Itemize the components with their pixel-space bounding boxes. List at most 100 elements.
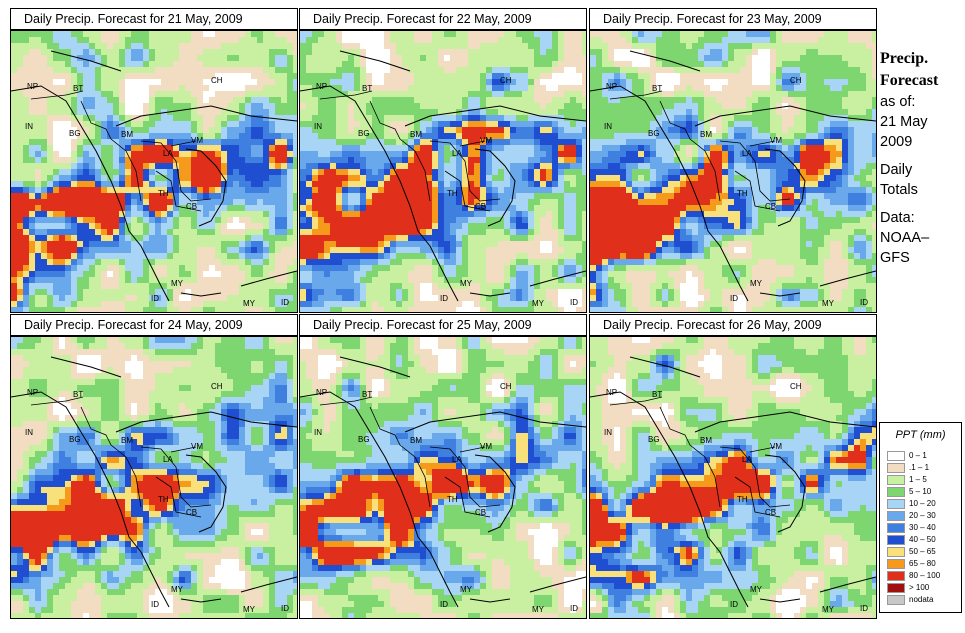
country-label: VM (480, 136, 492, 145)
asof-label: as of: (880, 94, 916, 110)
country-label: CB (186, 202, 197, 211)
coastline (11, 356, 297, 608)
country-label: CH (211, 382, 223, 391)
legend-swatch (887, 571, 905, 581)
country-label: CB (186, 508, 197, 517)
forecast-panel-5: Daily Precip. Forecast for 25 May, 2009 … (299, 314, 587, 619)
forecast-panel-2: Daily Precip. Forecast for 22 May, 2009 … (299, 8, 587, 313)
country-label: IN (25, 428, 33, 437)
country-label: IN (314, 428, 322, 437)
country-label: BG (648, 129, 660, 138)
country-label: MY (460, 279, 473, 288)
country-label: ID (730, 294, 738, 303)
legend-item: 1 – 5 (887, 475, 959, 486)
forecast-panel-4: Daily Precip. Forecast for 24 May, 2009 … (10, 314, 298, 619)
asof-date: 21 May (880, 114, 928, 130)
country-label: VM (770, 442, 782, 451)
coastline (300, 356, 586, 608)
country-label: MY (243, 605, 256, 614)
panel-title: Daily Precip. Forecast for 24 May, 2009 (10, 314, 298, 336)
precip-map: NP BT IN BG BM CH VM LA TH CB MY ID MY ID (299, 30, 587, 313)
country-label: NP (27, 82, 38, 91)
coastline (590, 50, 876, 302)
precip-field: NP BT IN BG BM CH VM LA TH CB MY ID MY ID (11, 31, 297, 312)
country-label: BT (73, 84, 83, 93)
legend-label: 1 – 5 (909, 475, 927, 484)
country-label: ID (440, 600, 448, 609)
country-label: TH (737, 495, 748, 504)
country-label: CB (765, 508, 776, 517)
legend-label: 5 – 10 (909, 487, 932, 496)
legend-label: 10 – 20 (909, 499, 936, 508)
country-label: ID (570, 604, 578, 613)
data-label: Data: (880, 210, 915, 226)
legend-swatch (887, 583, 905, 593)
forecast-panel-6: Daily Precip. Forecast for 26 May, 2009 … (589, 314, 877, 619)
country-label: ID (570, 298, 578, 307)
country-label: VM (191, 442, 203, 451)
country-label: BT (652, 390, 662, 399)
country-label: LA (742, 455, 752, 464)
country-label: NP (316, 82, 327, 91)
country-label: MY (750, 585, 763, 594)
country-label: BG (69, 435, 81, 444)
country-label: IN (25, 122, 33, 131)
country-label: LA (163, 455, 173, 464)
country-borders (609, 396, 791, 518)
forecast-panel-3: Daily Precip. Forecast for 23 May, 2009 … (589, 8, 877, 313)
legend-swatch (887, 463, 905, 473)
country-label: ID (860, 604, 868, 613)
precip-map: NP BT IN BG BM CH VM LA TH CB MY ID MY ID (10, 30, 298, 313)
precip-map: NP BT IN BG BM CH VM LA TH CB MY ID MY ID (10, 336, 298, 619)
country-label: TH (447, 189, 458, 198)
country-label: LA (452, 455, 462, 464)
legend-swatch (887, 595, 905, 605)
country-label: ID (281, 604, 289, 613)
country-label: CB (475, 202, 486, 211)
country-label: ID (151, 294, 159, 303)
country-label: BM (410, 436, 422, 445)
legend-swatch (887, 499, 905, 509)
country-label: BT (652, 84, 662, 93)
country-label: LA (163, 149, 173, 158)
panel-title: Daily Precip. Forecast for 26 May, 2009 (589, 314, 877, 336)
country-label: LA (452, 149, 462, 158)
legend-label: 40 – 50 (909, 535, 936, 544)
country-label: BM (700, 436, 712, 445)
country-label: ID (151, 600, 159, 609)
country-label: MY (532, 605, 545, 614)
legend-item: 80 – 100 (887, 571, 959, 582)
legend-swatch (887, 523, 905, 533)
country-label: LA (742, 149, 752, 158)
country-label: VM (770, 136, 782, 145)
legend: PPT (mm) 0 – 1 .1 – 1 1 – 5 5 – 10 10 – 20 20… (879, 422, 962, 613)
country-label: BM (121, 436, 133, 445)
country-label: CH (500, 76, 512, 85)
country-label: CB (475, 508, 486, 517)
legend-title: PPT (mm) (895, 429, 946, 441)
legend-item: 20 – 30 (887, 511, 959, 522)
panel-title: Daily Precip. Forecast for 21 May, 2009 (10, 8, 298, 30)
legend-swatch (887, 511, 905, 521)
precip-field: NP BT IN BG BM CH VM LA TH CB MY ID MY ID (590, 337, 876, 618)
country-label: TH (447, 495, 458, 504)
country-label: NP (316, 388, 327, 397)
legend-label: 50 – 65 (909, 547, 936, 556)
country-label: ID (860, 298, 868, 307)
country-borders (319, 90, 501, 212)
country-label: TH (158, 189, 169, 198)
country-label: CH (500, 382, 512, 391)
legend-label: > 100 (909, 583, 930, 592)
country-label: BG (358, 435, 370, 444)
country-label: MY (460, 585, 473, 594)
legend-swatch (887, 451, 905, 461)
country-label: TH (158, 495, 169, 504)
legend-item: 65 – 80 (887, 559, 959, 570)
legend-item: 50 – 65 (887, 547, 959, 558)
country-label: NP (27, 388, 38, 397)
country-label: MY (532, 299, 545, 308)
country-label: MY (822, 299, 835, 308)
country-label: MY (171, 585, 184, 594)
asof-year: 2009 (880, 134, 913, 150)
country-label: CH (790, 382, 802, 391)
